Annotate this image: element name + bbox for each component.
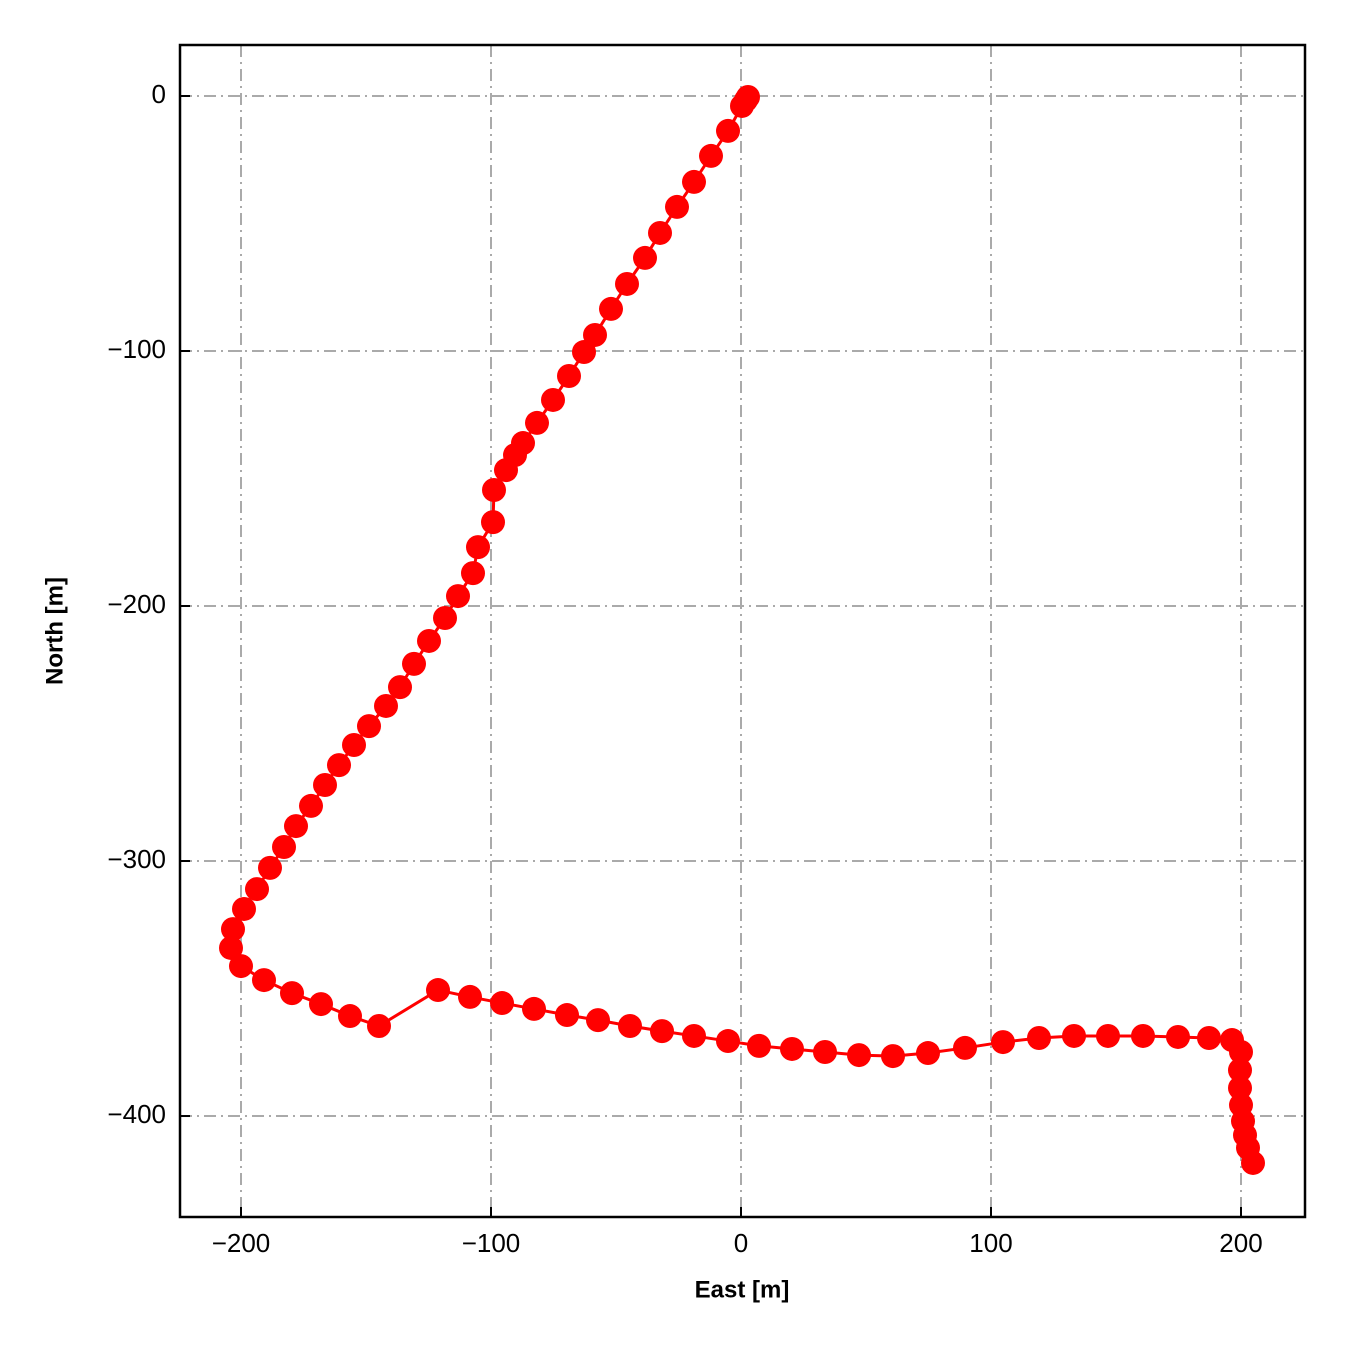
y-tick-label: −200: [107, 589, 166, 619]
point: [555, 1003, 579, 1028]
point: [699, 143, 723, 168]
point: [1197, 1025, 1221, 1050]
point: [309, 992, 333, 1017]
point: [221, 917, 245, 942]
point: [417, 628, 441, 653]
point: [916, 1041, 940, 1066]
point: [388, 675, 412, 700]
point: [252, 968, 276, 993]
point: [280, 981, 304, 1006]
point: [682, 169, 706, 194]
point: [648, 220, 672, 245]
point: [633, 245, 657, 270]
point: [458, 984, 482, 1009]
point: [338, 1004, 362, 1029]
y-tick-label: −300: [107, 844, 166, 874]
point: [1027, 1025, 1051, 1050]
point: [446, 584, 470, 609]
point: [374, 693, 398, 718]
point: [1241, 1150, 1265, 1175]
point: [847, 1043, 871, 1068]
point: [557, 363, 581, 388]
point: [481, 510, 505, 535]
point: [747, 1033, 771, 1058]
point: [258, 855, 282, 880]
point: [433, 605, 457, 630]
point: [272, 834, 296, 859]
x-tick-label: −200: [212, 1228, 271, 1258]
point: [1131, 1023, 1155, 1048]
point: [1229, 1040, 1253, 1065]
point: [426, 978, 450, 1003]
point: [1062, 1023, 1086, 1048]
point: [716, 118, 740, 143]
x-tick-label: 200: [1219, 1228, 1262, 1258]
point: [1166, 1024, 1190, 1049]
y-tick-label: −400: [107, 1099, 166, 1129]
point: [881, 1044, 905, 1069]
x-tick-label: 0: [734, 1228, 748, 1258]
point: [466, 535, 490, 560]
point: [1228, 1058, 1252, 1083]
point: [402, 651, 426, 676]
point: [299, 793, 323, 818]
point: [665, 194, 689, 219]
point: [494, 458, 518, 483]
point: [490, 991, 514, 1016]
y-tick-label: −100: [107, 334, 166, 364]
point: [229, 954, 253, 979]
point: [730, 93, 754, 118]
point: [219, 935, 243, 960]
point: [953, 1035, 977, 1060]
point: [357, 714, 381, 739]
x-tick-label: 100: [969, 1228, 1012, 1258]
y-tick-label: 0: [152, 79, 166, 109]
point: [813, 1040, 837, 1065]
point: [991, 1030, 1015, 1055]
point: [583, 322, 607, 347]
point: [232, 896, 256, 921]
x-tick-label: −100: [462, 1228, 521, 1258]
point: [482, 477, 506, 502]
point: [284, 814, 308, 839]
x-axis-title: East [m]: [695, 1276, 790, 1303]
point: [618, 1014, 642, 1039]
plot-frame: [178, 43, 1307, 1219]
point: [461, 561, 485, 586]
y-axis-title: North [m]: [41, 577, 68, 685]
point: [615, 271, 639, 296]
point: [522, 996, 546, 1021]
point: [780, 1036, 804, 1061]
point: [599, 296, 623, 321]
point: [245, 877, 269, 902]
point: [586, 1008, 610, 1033]
point: [541, 387, 565, 412]
point: [650, 1019, 674, 1044]
point: [342, 732, 366, 757]
point: [367, 1014, 391, 1039]
point: [1096, 1023, 1120, 1048]
point: [327, 753, 351, 778]
point: [716, 1029, 740, 1054]
point: [572, 340, 596, 365]
point: [682, 1023, 706, 1048]
point: [313, 773, 337, 798]
point: [1228, 1075, 1252, 1100]
point: [525, 410, 549, 435]
